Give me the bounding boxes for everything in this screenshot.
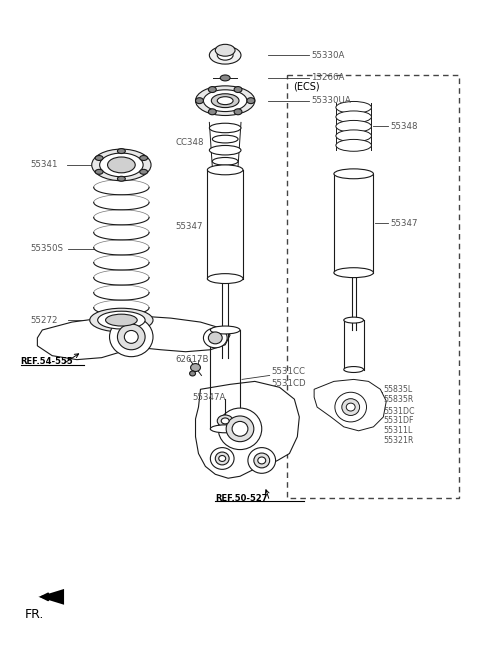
Text: 55341: 55341 (30, 160, 58, 170)
Ellipse shape (216, 452, 229, 465)
Ellipse shape (210, 326, 240, 334)
Ellipse shape (221, 418, 229, 424)
Text: 55835R: 55835R (384, 395, 414, 403)
Ellipse shape (208, 332, 222, 344)
Ellipse shape (204, 328, 227, 348)
Ellipse shape (346, 403, 355, 411)
Ellipse shape (209, 124, 241, 133)
Ellipse shape (118, 148, 125, 154)
Ellipse shape (335, 392, 367, 422)
Text: 62617B: 62617B (176, 355, 209, 364)
Ellipse shape (207, 165, 243, 175)
Text: 55321R: 55321R (384, 436, 414, 445)
Ellipse shape (210, 447, 234, 469)
Text: 55330UA: 55330UA (311, 96, 351, 105)
Ellipse shape (234, 87, 242, 93)
Ellipse shape (97, 311, 145, 329)
Text: 5531CD: 5531CD (272, 379, 306, 388)
Ellipse shape (140, 170, 147, 174)
Ellipse shape (234, 109, 242, 115)
Text: CC348: CC348 (176, 138, 204, 147)
Ellipse shape (336, 139, 372, 151)
Ellipse shape (95, 156, 103, 160)
Ellipse shape (334, 169, 373, 179)
Ellipse shape (208, 87, 216, 93)
Text: 55347: 55347 (176, 221, 203, 231)
Text: 55347: 55347 (390, 219, 418, 228)
Ellipse shape (258, 457, 266, 464)
Ellipse shape (220, 75, 230, 81)
Ellipse shape (124, 330, 138, 344)
Ellipse shape (247, 98, 255, 104)
Text: (ECS): (ECS) (293, 82, 320, 92)
Ellipse shape (344, 367, 363, 373)
Ellipse shape (212, 158, 238, 165)
Text: REF.54-555: REF.54-555 (21, 357, 73, 366)
Ellipse shape (207, 274, 243, 284)
Ellipse shape (211, 94, 239, 108)
Text: 13266A: 13266A (311, 74, 345, 82)
Ellipse shape (226, 416, 254, 442)
Ellipse shape (140, 156, 147, 160)
Ellipse shape (190, 371, 195, 376)
Ellipse shape (336, 130, 372, 142)
Text: REF.50-527: REF.50-527 (216, 493, 268, 503)
Text: 55330A: 55330A (311, 51, 345, 60)
Ellipse shape (92, 149, 151, 181)
Ellipse shape (118, 176, 125, 181)
Polygon shape (37, 316, 230, 359)
Text: 55311L: 55311L (384, 426, 413, 436)
Text: 55348: 55348 (390, 122, 418, 131)
Ellipse shape (109, 317, 153, 357)
Ellipse shape (95, 170, 103, 174)
Ellipse shape (217, 97, 233, 104)
Ellipse shape (208, 109, 216, 115)
Ellipse shape (248, 447, 276, 473)
Polygon shape (195, 381, 300, 478)
Ellipse shape (195, 98, 204, 104)
Ellipse shape (118, 324, 145, 350)
Ellipse shape (216, 44, 235, 57)
Ellipse shape (219, 455, 226, 461)
Ellipse shape (342, 399, 360, 415)
Ellipse shape (191, 363, 201, 371)
Ellipse shape (100, 153, 143, 177)
Ellipse shape (90, 308, 153, 332)
Text: 5531DC: 5531DC (384, 407, 415, 415)
Ellipse shape (232, 421, 248, 436)
Text: 55347A: 55347A (192, 393, 226, 401)
Ellipse shape (209, 46, 241, 64)
Ellipse shape (204, 90, 247, 112)
Ellipse shape (254, 453, 270, 468)
Ellipse shape (209, 145, 241, 155)
Text: 55835L: 55835L (384, 385, 413, 394)
Bar (288, 75, 459, 498)
Text: FR.: FR. (24, 608, 44, 621)
Ellipse shape (344, 317, 363, 323)
Text: 55350S: 55350S (30, 244, 63, 254)
Ellipse shape (336, 101, 372, 113)
Ellipse shape (334, 267, 373, 278)
Ellipse shape (336, 120, 372, 132)
Polygon shape (314, 379, 386, 431)
Ellipse shape (218, 408, 262, 449)
Text: 5531CC: 5531CC (272, 367, 306, 376)
Ellipse shape (108, 157, 135, 173)
Ellipse shape (217, 50, 233, 60)
Ellipse shape (210, 425, 240, 433)
Ellipse shape (336, 111, 372, 123)
Ellipse shape (195, 86, 255, 116)
Polygon shape (38, 589, 64, 604)
Text: 55272: 55272 (30, 315, 58, 325)
Ellipse shape (106, 314, 137, 326)
Ellipse shape (217, 415, 233, 427)
Text: 5531DF: 5531DF (384, 417, 414, 426)
Ellipse shape (212, 135, 238, 143)
